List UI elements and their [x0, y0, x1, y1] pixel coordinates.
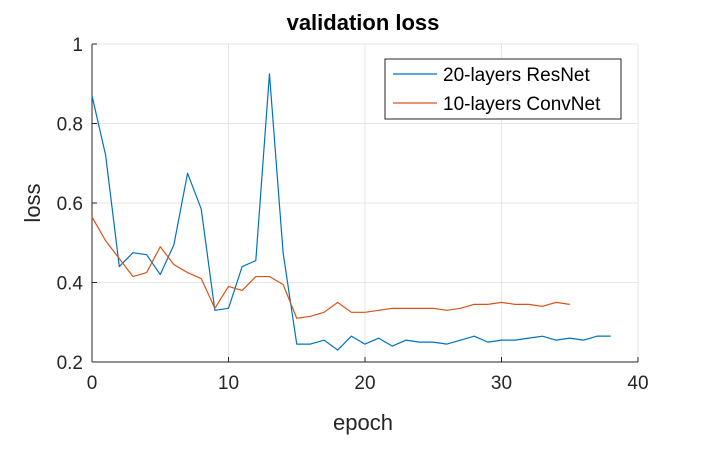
y-axis-label: loss [20, 183, 45, 222]
legend-box [384, 58, 622, 120]
series-line-convnet [91, 216, 570, 319]
legend: 20-layers ResNet 10-layers ConvNet [384, 58, 622, 120]
series-line-resnet [91, 73, 611, 351]
y-tick-label: 0.8 [57, 115, 83, 136]
y-tick-label: 0.6 [57, 194, 83, 215]
x-tick-label: 0 [87, 373, 98, 394]
x-axis-label: epoch [333, 410, 393, 435]
x-tick-label: 20 [354, 373, 375, 394]
y-tick-label: 0.2 [57, 353, 83, 374]
y-tick-labels: 0.2 0.4 0.6 0.8 1 [57, 35, 84, 374]
series [91, 73, 611, 351]
chart-title: validation loss [287, 10, 440, 35]
x-tick-labels: 0 10 20 30 40 [87, 373, 649, 394]
y-tick-label: 0.4 [57, 274, 84, 295]
x-tick-label: 30 [491, 373, 512, 394]
y-tick-label: 1 [72, 35, 83, 56]
x-tick-label: 40 [627, 373, 648, 394]
legend-label-convnet: 10-layers ConvNet [443, 94, 601, 115]
x-tick-label: 10 [218, 373, 239, 394]
legend-label-resnet: 20-layers ResNet [443, 65, 590, 86]
